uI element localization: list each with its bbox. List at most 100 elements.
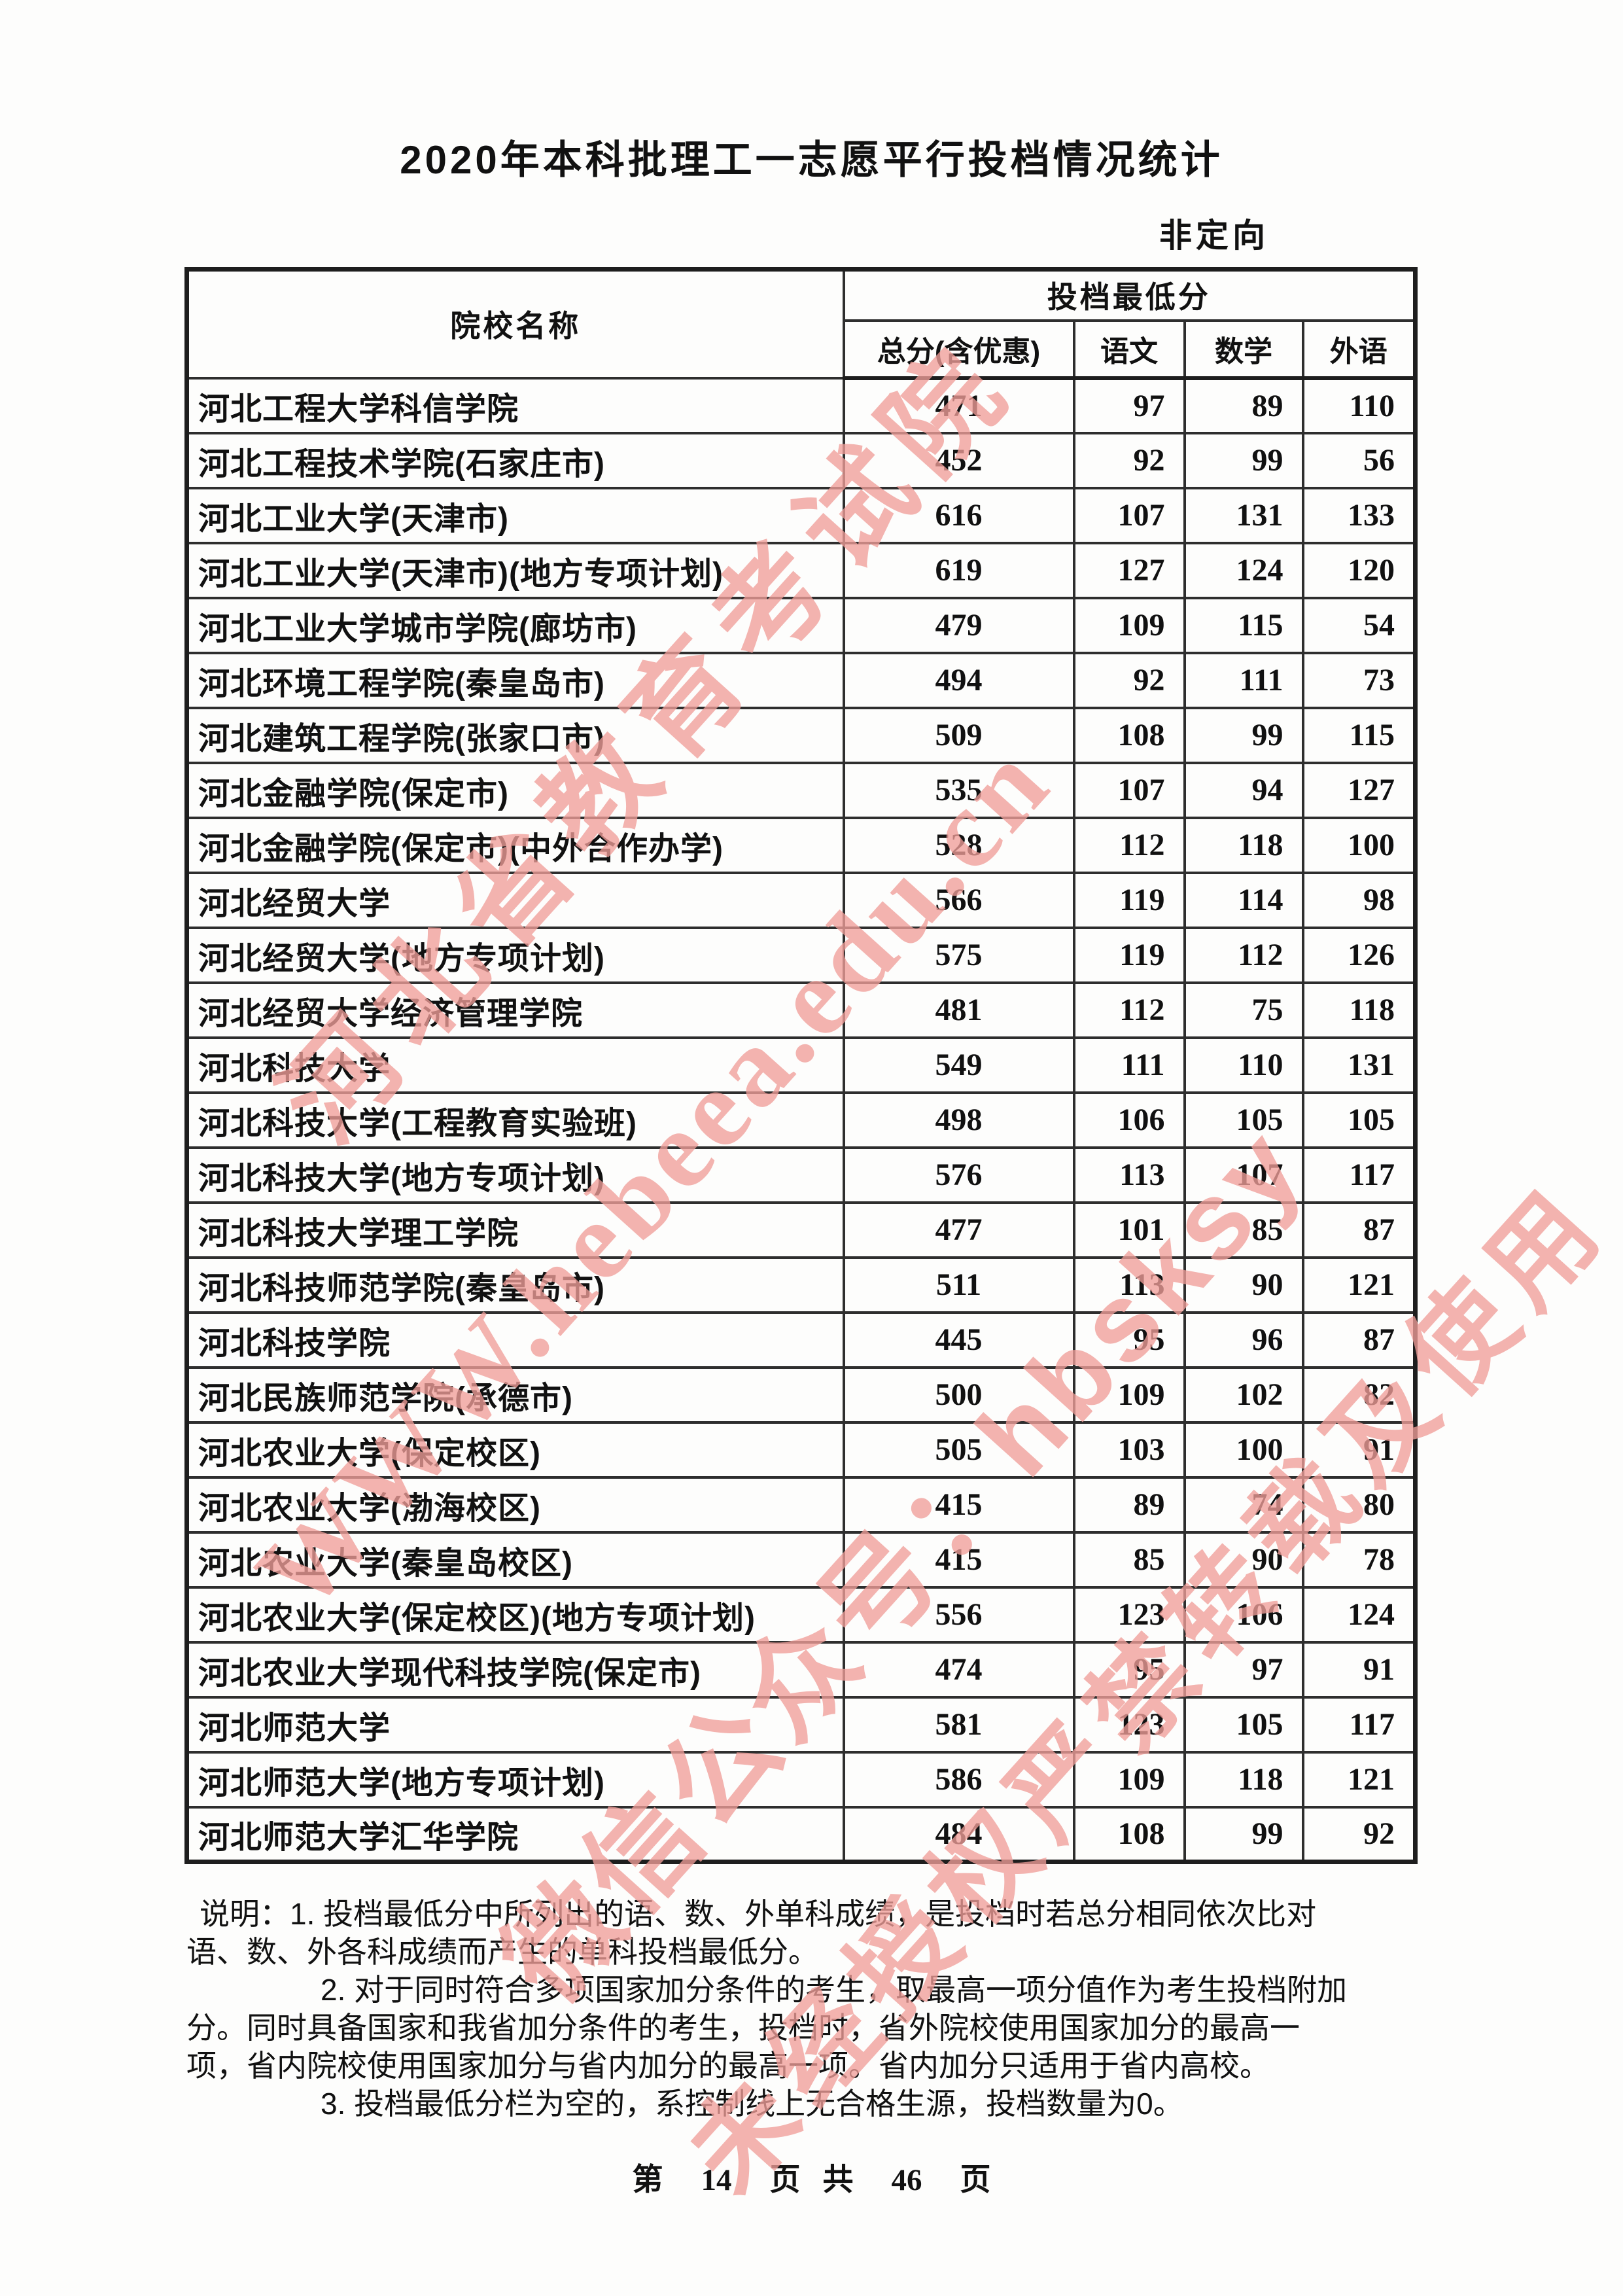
score-cell: 99: [1183, 706, 1304, 764]
score-cell: 96: [1183, 1311, 1304, 1369]
score-cell: 97: [1183, 1640, 1304, 1699]
score-cell: 106: [1072, 1091, 1186, 1149]
table-row: 河北工业大学(天津市)(地方专项计划) 619 127 124 120: [185, 541, 1417, 599]
score-cell: 117: [1301, 1146, 1417, 1204]
table-row: 河北经贸大学 566 119 114 98: [185, 871, 1417, 929]
table-row: 河北金融学院(保定市)(中外合作办学) 528 112 118 100: [185, 816, 1417, 874]
score-cell: 90: [1183, 1530, 1304, 1589]
table-row: 河北农业大学(秦皇岛校区) 415 85 90 78: [185, 1530, 1417, 1589]
score-cell: 121: [1301, 1750, 1417, 1809]
score-cell: 74: [1183, 1475, 1304, 1534]
college-name-header: 院校名称: [185, 268, 845, 380]
score-cell: 100: [1301, 816, 1417, 874]
score-cell: 120: [1301, 541, 1417, 599]
footer-label: 共: [822, 2162, 854, 2197]
table-row: 河北民族师范学院(承德市) 500 109 102 82: [185, 1366, 1417, 1424]
table-row: 河北农业大学现代科技学院(保定市) 474 95 97 91: [185, 1640, 1417, 1699]
score-cell: 113: [1072, 1146, 1186, 1204]
score-cell: 89: [1183, 376, 1304, 434]
score-cell: 115: [1183, 596, 1304, 654]
note-line: 项，省内院校使用国家加分与省内加分的最高一项。省内加分只适用于省内高校。: [186, 2049, 1270, 2083]
score-cell: 112: [1183, 926, 1304, 984]
score-cell: 92: [1072, 431, 1186, 489]
score-cell: 92: [1301, 1805, 1417, 1863]
score-cell: 92: [1072, 651, 1186, 709]
note-line: 3. 投档最低分栏为空的，系控制线上无合格生源，投档数量为0。: [321, 2087, 1183, 2121]
table-row: 河北建筑工程学院(张家口市) 509 108 99 115: [185, 706, 1417, 764]
score-cell: 115: [1301, 706, 1417, 764]
table-row: 河北工业大学城市学院(廊坊市) 479 109 115 54: [185, 596, 1417, 654]
college-name-cell: 河北科技大学理工学院: [185, 1201, 845, 1259]
table-row: 河北科技学院 445 95 96 87: [185, 1311, 1417, 1369]
score-cell: 133: [1301, 486, 1417, 544]
score-cell: 75: [1183, 981, 1304, 1039]
score-cell: 509: [842, 706, 1075, 764]
score-cell: 100: [1183, 1421, 1304, 1479]
table-row: 河北金融学院(保定市) 535 107 94 127: [185, 761, 1417, 819]
table-row: 河北科技大学 549 111 110 131: [185, 1036, 1417, 1094]
score-cell: 126: [1301, 926, 1417, 984]
table-row: 河北经贸大学经济管理学院 481 112 75 118: [185, 981, 1417, 1039]
page-footer: 第 14 页共 46 页: [0, 2154, 1623, 2199]
table-row: 河北环境工程学院(秦皇岛市) 494 92 111 73: [185, 651, 1417, 709]
score-cell: 111: [1183, 651, 1304, 709]
score-cell: 107: [1072, 761, 1186, 819]
score-cell: 54: [1301, 596, 1417, 654]
college-name-cell: 河北农业大学(秦皇岛校区): [185, 1530, 845, 1589]
score-cell: 108: [1072, 1805, 1186, 1863]
table-row: 河北师范大学 581 123 105 117: [185, 1695, 1417, 1754]
score-cell: 124: [1183, 541, 1304, 599]
footer-label: 页: [769, 2162, 801, 2197]
score-cell: 131: [1183, 486, 1304, 544]
score-cell: 500: [842, 1366, 1075, 1424]
note-line: 语、数、外各科成绩而产生的单科投档最低分。: [186, 1935, 818, 1969]
score-cell: 528: [842, 816, 1075, 874]
sub-header-chinese: 语文: [1072, 319, 1186, 380]
score-cell: 124: [1301, 1585, 1417, 1644]
table-row: 河北师范大学(地方专项计划) 586 109 118 121: [185, 1750, 1417, 1809]
college-name-cell: 河北师范大学: [185, 1695, 845, 1754]
footer-label: 第: [632, 2162, 663, 2197]
score-cell: 82: [1301, 1366, 1417, 1424]
note-line: 分。同时具备国家和我省加分条件的考生，投档时，省外院校使用国家加分的最高一: [186, 2011, 1300, 2045]
score-cell: 581: [842, 1695, 1075, 1754]
score-cell: 118: [1183, 1750, 1304, 1809]
college-name-cell: 河北工业大学(天津市): [185, 486, 845, 544]
college-name-cell: 河北金融学院(保定市)(中外合作办学): [185, 816, 845, 874]
college-name-cell: 河北工业大学城市学院(廊坊市): [185, 596, 845, 654]
score-cell: 90: [1183, 1256, 1304, 1314]
footer-total-pages: 46: [891, 2163, 922, 2197]
college-name-cell: 河北科技大学(工程教育实验班): [185, 1091, 845, 1149]
score-cell: 87: [1301, 1311, 1417, 1369]
score-cell: 479: [842, 596, 1075, 654]
score-cell: 556: [842, 1585, 1075, 1644]
score-cell: 474: [842, 1640, 1075, 1699]
score-cell: 511: [842, 1256, 1075, 1314]
header-row-subjects: 总分(含优惠) 语文 数学 外语: [187, 319, 1417, 380]
score-cell: 110: [1301, 376, 1417, 434]
footer-label: 页: [960, 2162, 991, 2197]
score-cell: 494: [842, 651, 1075, 709]
score-cell: 131: [1301, 1036, 1417, 1094]
notes-section: 说明：1. 投档最低分中所列出的语、数、外单科成绩，是投档时若总分相同依次比对 …: [186, 1895, 1423, 2123]
sub-header-foreign-language: 外语: [1301, 319, 1417, 380]
college-name-cell: 河北工业大学(天津市)(地方专项计划): [185, 541, 845, 599]
score-cell: 113: [1072, 1256, 1186, 1314]
footer-page-number: 14: [701, 2163, 732, 2197]
header-row-group: 院校名称 投档最低分: [185, 268, 1417, 380]
score-cell: 94: [1183, 761, 1304, 819]
table-row: 河北科技师范学院(秦皇岛市) 511 113 90 121: [185, 1256, 1417, 1314]
college-name-cell: 河北农业大学(保定校区)(地方专项计划): [185, 1585, 845, 1644]
score-cell: 85: [1072, 1530, 1186, 1589]
college-name-cell: 河北科技大学: [185, 1036, 845, 1094]
minimum-score-group-header: 投档最低分: [842, 268, 1417, 322]
score-cell: 117: [1301, 1695, 1417, 1754]
score-cell: 575: [842, 926, 1075, 984]
score-cell: 103: [1072, 1421, 1186, 1479]
table-row: 河北工业大学(天津市) 616 107 131 133: [185, 486, 1417, 544]
score-cell: 119: [1072, 871, 1186, 929]
score-cell: 127: [1072, 541, 1186, 599]
college-name-cell: 河北建筑工程学院(张家口市): [185, 706, 845, 764]
score-cell: 102: [1183, 1366, 1304, 1424]
college-name-cell: 河北农业大学(渤海校区): [185, 1475, 845, 1534]
